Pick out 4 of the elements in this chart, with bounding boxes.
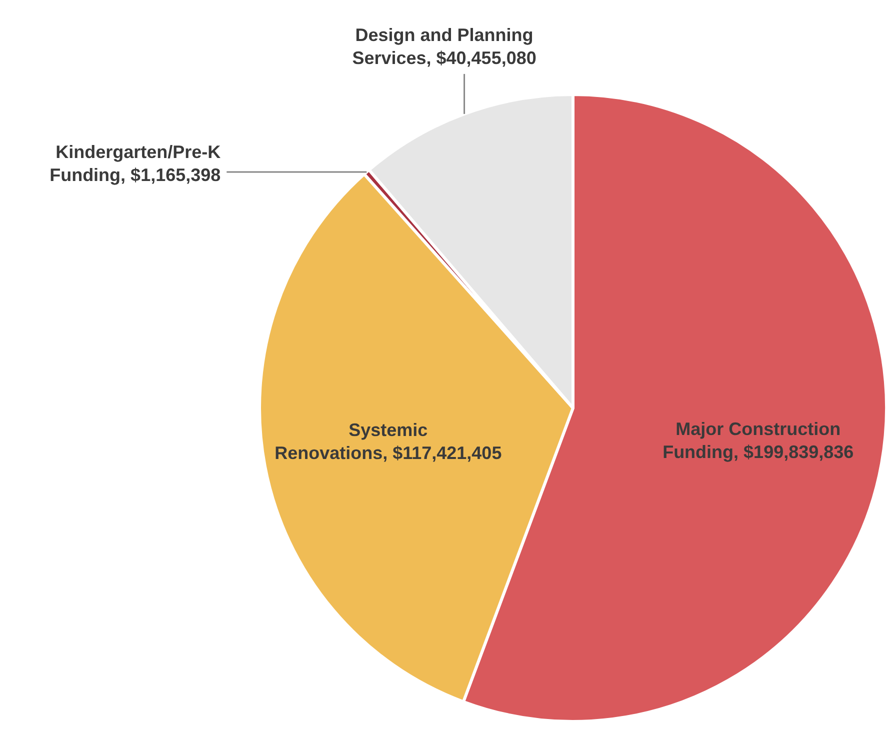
slice-label: Kindergarten/Pre-K Funding, $1,165,398 bbox=[50, 142, 221, 185]
slice-label: Systemic Renovations, $117,421,405 bbox=[274, 420, 502, 464]
slice-label: Design and Planning Services, $40,455,080 bbox=[352, 24, 536, 68]
slice-label: Major Construction Funding, $199,839,836 bbox=[662, 418, 854, 462]
